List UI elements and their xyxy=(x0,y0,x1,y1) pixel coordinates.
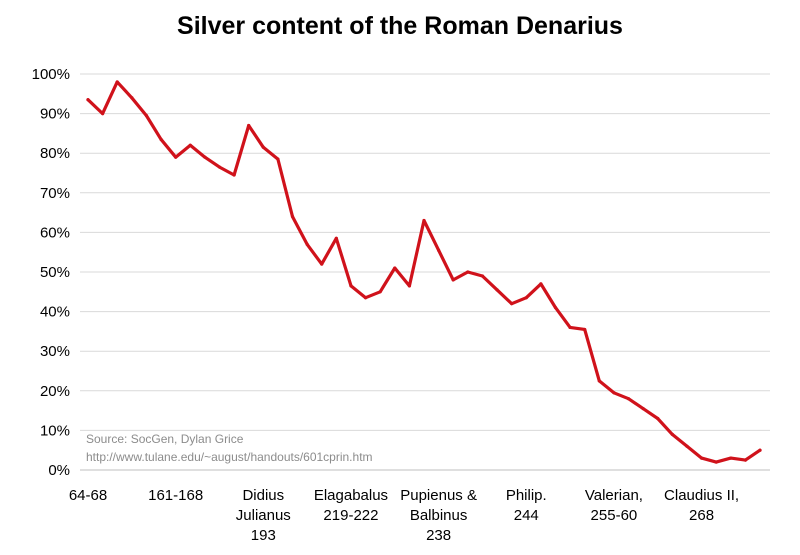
data-point xyxy=(334,236,338,240)
data-point xyxy=(320,262,324,266)
data-point xyxy=(626,397,631,401)
x-tick-label: 64-68 xyxy=(69,487,107,504)
data-point xyxy=(203,155,207,159)
source-note-line: http://www.tulane.edu/~august/handouts/6… xyxy=(86,450,373,464)
data-point xyxy=(305,242,309,246)
data-point xyxy=(480,274,485,278)
data-point xyxy=(743,458,747,462)
data-point xyxy=(729,456,733,460)
y-tick-label: 20% xyxy=(40,383,70,400)
data-point xyxy=(101,112,105,116)
data-point xyxy=(656,416,660,421)
data-point xyxy=(363,296,368,300)
data-point xyxy=(539,282,543,286)
y-tick-label: 80% xyxy=(40,145,70,162)
x-tick-label: Elagabalus 219-222 xyxy=(314,487,388,524)
data-point xyxy=(495,288,499,292)
data-point xyxy=(714,460,718,464)
data-point xyxy=(188,143,192,147)
y-tick-label: 40% xyxy=(40,304,70,321)
x-tick-label: Philip. 244 xyxy=(506,487,547,524)
y-tick-label: 30% xyxy=(40,343,70,360)
y-tick-label: 50% xyxy=(40,264,70,281)
data-point xyxy=(583,327,587,332)
data-point xyxy=(174,155,178,159)
data-point xyxy=(217,165,222,169)
x-tick-label: Didius Julianus 193 xyxy=(236,487,291,544)
data-point xyxy=(144,113,149,118)
data-point xyxy=(612,391,616,395)
data-point xyxy=(393,266,397,270)
data-point xyxy=(553,306,558,310)
data-point xyxy=(597,379,601,383)
data-point xyxy=(247,123,251,128)
x-tick-label: Pupienus & Balbinus 238 xyxy=(400,487,477,544)
data-point xyxy=(641,407,645,411)
data-point xyxy=(524,296,528,300)
data-point xyxy=(232,173,236,177)
x-tick-label: Claudius II, 268 xyxy=(664,487,739,524)
y-tick-label: 60% xyxy=(40,224,70,241)
data-point xyxy=(407,284,411,288)
data-point xyxy=(86,98,90,102)
y-tick-label: 10% xyxy=(40,422,70,439)
data-point xyxy=(422,218,426,223)
chart-title: Silver content of the Roman Denarius xyxy=(177,12,623,40)
source-note-line: Source: SocGen, Dylan Grice xyxy=(86,432,244,446)
data-point xyxy=(758,448,762,452)
data-point xyxy=(670,432,674,436)
data-point xyxy=(699,456,704,460)
y-tick-label: 100% xyxy=(32,66,70,83)
y-tick-label: 90% xyxy=(40,106,70,123)
data-point xyxy=(349,284,353,288)
data-point xyxy=(159,137,163,141)
x-tick-label: Valerian, 255-60 xyxy=(585,487,643,524)
data-point xyxy=(451,278,455,282)
data-point xyxy=(261,145,265,149)
y-tick-label: 0% xyxy=(48,462,70,479)
data-point xyxy=(685,444,689,448)
y-tick-label: 70% xyxy=(40,185,70,202)
data-point xyxy=(466,270,470,274)
x-tick-label: 161-168 xyxy=(148,487,203,504)
data-point xyxy=(437,248,441,252)
data-point xyxy=(290,214,295,219)
data-point xyxy=(378,290,382,294)
data-point xyxy=(130,96,134,100)
data-point xyxy=(115,80,119,84)
data-point xyxy=(510,302,514,306)
data-point xyxy=(276,157,280,161)
data-point xyxy=(568,325,572,330)
